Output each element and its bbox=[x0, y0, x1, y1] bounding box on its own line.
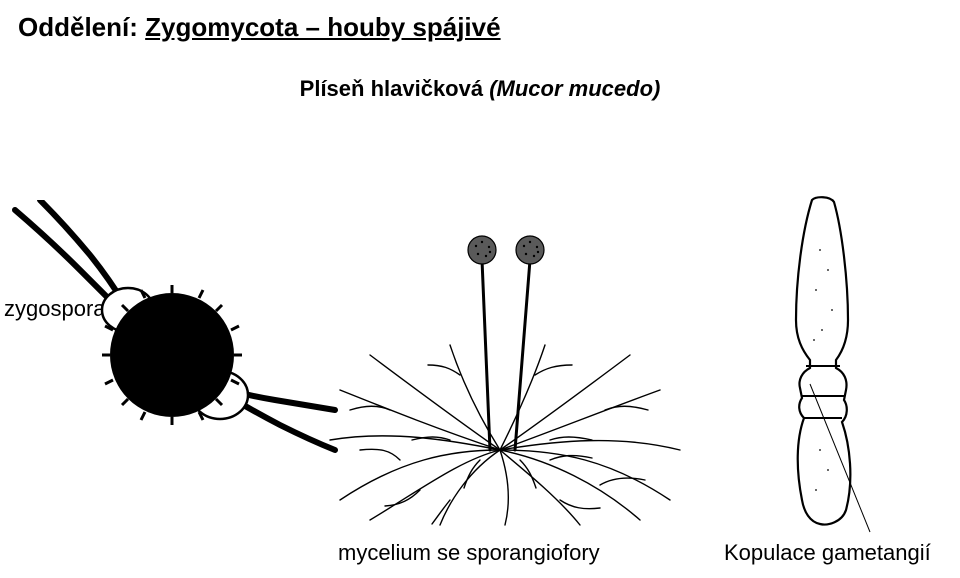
pointer-line bbox=[0, 0, 960, 578]
